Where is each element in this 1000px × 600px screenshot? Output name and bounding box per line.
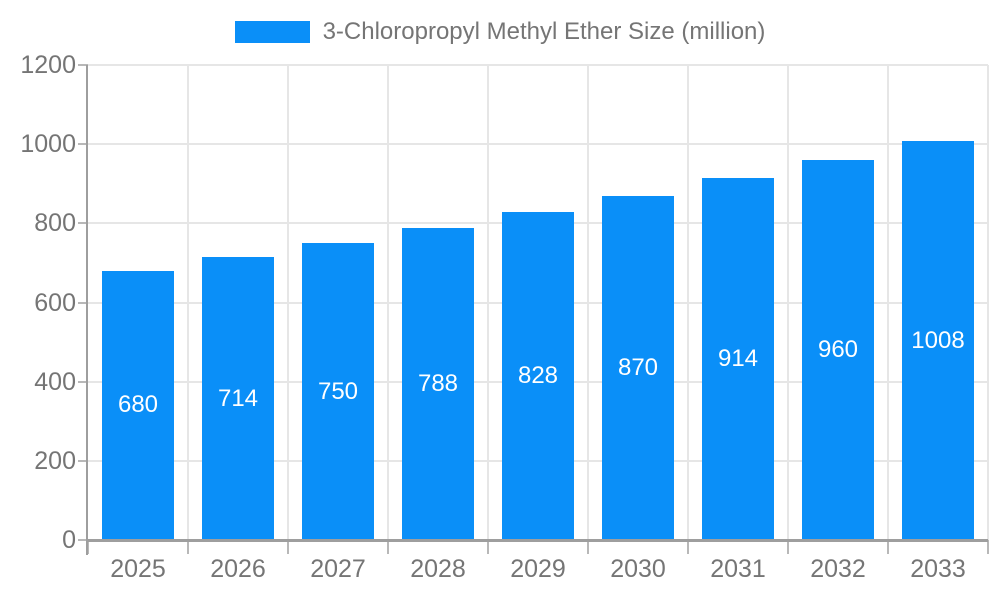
bar-value-label: 680 [117, 391, 159, 419]
y-axis-tick [78, 539, 88, 541]
x-axis-tick [687, 540, 689, 554]
y-tick-label: 1000 [20, 130, 76, 159]
y-axis-tick [78, 380, 88, 383]
x-tick-label: 2033 [910, 555, 966, 583]
bar-value-label: 828 [517, 362, 559, 390]
bar-value-label: 1008 [911, 326, 965, 354]
bar[interactable]: 914 [702, 178, 774, 540]
y-axis-tick [78, 222, 88, 225]
y-axis-tick [78, 301, 88, 304]
x-axis-tick [87, 540, 89, 554]
legend-swatch-icon [234, 21, 310, 43]
y-tick-label: 600 [34, 288, 76, 317]
bar[interactable]: 788 [402, 228, 474, 540]
y-axis-tick [78, 459, 88, 462]
chart-legend[interactable]: 3-Chloropropyl Methyl Ether Size (millio… [0, 17, 1000, 47]
y-tick-label: 400 [34, 367, 76, 396]
bar-value-label: 714 [217, 384, 259, 412]
x-tick-label: 2031 [710, 555, 766, 583]
bar[interactable]: 750 [302, 243, 374, 540]
x-tick-label: 2028 [410, 555, 466, 583]
x-axis-tick [287, 540, 289, 554]
x-gridline [387, 65, 389, 540]
y-gridline [88, 64, 988, 66]
bar-value-label: 788 [417, 370, 459, 398]
x-gridline [487, 65, 489, 540]
y-tick-label: 0 [62, 526, 76, 554]
x-gridline [187, 65, 189, 540]
x-gridline [987, 65, 989, 540]
bar[interactable]: 960 [802, 160, 874, 540]
bar-value-label: 914 [717, 345, 759, 373]
y-tick-label: 1200 [20, 51, 76, 79]
x-gridline [287, 65, 289, 540]
x-tick-label: 2026 [210, 555, 266, 583]
x-axis-tick [987, 540, 989, 554]
x-tick-label: 2030 [610, 555, 666, 583]
bar-value-label: 750 [317, 377, 359, 405]
bar[interactable]: 1008 [902, 141, 974, 540]
x-tick-label: 2027 [310, 555, 366, 583]
x-axis-tick [787, 540, 789, 554]
bar[interactable]: 828 [502, 212, 574, 540]
y-axis-line [86, 65, 88, 555]
x-gridline [687, 65, 689, 540]
bar[interactable]: 680 [102, 270, 174, 540]
x-tick-label: 2025 [110, 555, 166, 583]
x-axis-line [86, 539, 988, 542]
bar-value-label: 960 [817, 336, 859, 363]
y-axis-tick [78, 143, 88, 146]
x-axis-tick [587, 540, 589, 554]
x-axis-tick [387, 540, 389, 554]
bar[interactable]: 870 [602, 195, 674, 540]
legend-label: 3-Chloropropyl Methyl Ether Size (millio… [322, 18, 766, 45]
x-axis-tick [487, 540, 489, 554]
bar-value-label: 870 [617, 353, 659, 381]
y-tick-label: 200 [34, 446, 76, 475]
y-tick-label: 800 [34, 209, 76, 238]
x-axis-tick [887, 540, 889, 554]
x-gridline [787, 65, 789, 540]
y-gridline [88, 143, 988, 146]
x-tick-label: 2032 [810, 555, 866, 583]
y-axis-tick [78, 64, 88, 66]
x-gridline [587, 65, 589, 540]
bar[interactable]: 714 [202, 257, 274, 540]
x-tick-label: 2029 [510, 555, 566, 583]
x-axis-tick [187, 540, 189, 554]
x-gridline [887, 65, 889, 540]
